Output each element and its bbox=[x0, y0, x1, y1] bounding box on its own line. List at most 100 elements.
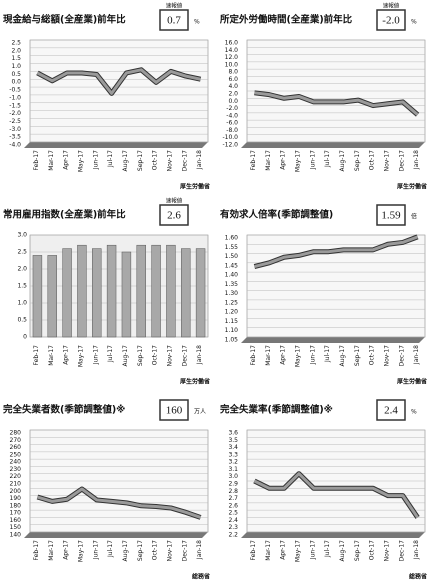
y-tick-label: 250 bbox=[10, 451, 22, 458]
y-tick-label: 1.20 bbox=[225, 309, 239, 316]
x-tick-label: Feb-17 bbox=[250, 150, 257, 171]
y-tick-label: -3.0 bbox=[9, 126, 21, 133]
x-tick-label: May-17 bbox=[77, 345, 84, 367]
y-tick-label: -1.5 bbox=[9, 102, 21, 109]
y-tick-label: 160 bbox=[10, 517, 22, 524]
y-tick-label: 2.9 bbox=[228, 481, 238, 488]
x-tick-label: Dec-17 bbox=[181, 540, 188, 562]
y-tick-label: 3.1 bbox=[228, 466, 238, 473]
bar bbox=[47, 255, 57, 338]
y-tick-label: 3.4 bbox=[228, 444, 238, 451]
unit: % bbox=[411, 409, 417, 416]
bar bbox=[32, 255, 43, 338]
x-tick-label: Jul-17 bbox=[324, 150, 331, 168]
y-tick-label: 3.0 bbox=[17, 232, 27, 239]
y-tick-label: -2.0 bbox=[226, 105, 238, 112]
y-tick-label: 1.50 bbox=[225, 253, 239, 260]
y-tick-label: -6.0 bbox=[226, 120, 238, 127]
y-tick-label: 3.2 bbox=[228, 459, 238, 466]
x-tick-label: Jan-18 bbox=[413, 150, 420, 170]
x-tick-label: Mar-17 bbox=[48, 150, 55, 171]
x-tick-label: Jul-17 bbox=[324, 345, 331, 363]
y-tick-label: -4.0 bbox=[9, 142, 21, 149]
x-tick-label: Aug-17 bbox=[339, 540, 346, 562]
bar bbox=[77, 244, 87, 338]
x-tick-label: Jun-17 bbox=[92, 345, 99, 365]
y-tick-label: 3.3 bbox=[228, 451, 238, 458]
badge-box bbox=[159, 399, 189, 421]
y-tick-label: 2.3 bbox=[228, 524, 238, 531]
x-tick-label: Jun-17 bbox=[309, 540, 316, 560]
y-tick-label: 8.0 bbox=[228, 69, 238, 76]
y-tick-label: 2.8 bbox=[228, 488, 238, 495]
y-tick-label: 200 bbox=[10, 488, 22, 495]
badge-box bbox=[376, 399, 406, 421]
line bbox=[36, 487, 202, 519]
x-tick-label: Apr-17 bbox=[63, 345, 70, 365]
y-tick-label: 10.0 bbox=[225, 61, 239, 68]
unit: 万人 bbox=[194, 409, 206, 416]
x-tick-label: Nov-17 bbox=[383, 345, 390, 367]
x-tick-label: Mar-17 bbox=[265, 540, 272, 561]
y-tick-label: 1.35 bbox=[225, 281, 239, 288]
y-tick-label: 3.5 bbox=[228, 437, 238, 444]
x-tick-label: Feb-17 bbox=[33, 345, 40, 366]
y-tick-label: 1.10 bbox=[225, 327, 239, 334]
y-tick-label: 190 bbox=[10, 495, 22, 502]
x-tick-label: Jul-17 bbox=[324, 540, 331, 558]
x-tick-label: Sep-17 bbox=[354, 540, 361, 561]
source: 厚生労働省 bbox=[180, 378, 210, 386]
y-tick-label: 2.2 bbox=[228, 532, 238, 539]
x-tick-label: Dec-17 bbox=[398, 540, 405, 562]
bar bbox=[92, 248, 102, 338]
x-tick-label: Nov-17 bbox=[166, 540, 173, 562]
line bbox=[254, 91, 419, 116]
plot-back bbox=[29, 39, 209, 143]
y-tick-label: 2.6 bbox=[228, 502, 238, 509]
badge-box bbox=[159, 204, 189, 226]
x-tick-label: Sep-17 bbox=[354, 345, 361, 366]
x-tick-label: Nov-17 bbox=[166, 345, 173, 367]
x-tick-label: Mar-17 bbox=[48, 540, 55, 561]
latest-value: 160 bbox=[166, 405, 183, 417]
unit: % bbox=[194, 19, 200, 26]
x-tick-label: Oct-17 bbox=[369, 540, 376, 560]
x-tick-label: Mar-17 bbox=[265, 345, 272, 366]
x-tick-label: Apr-17 bbox=[280, 345, 287, 365]
y-tick-label: 140 bbox=[10, 532, 22, 539]
y-tick-label: -12.0 bbox=[222, 142, 238, 149]
y-tick-label: 1.0 bbox=[11, 63, 21, 70]
y-tick-label: 16.0 bbox=[225, 40, 239, 47]
y-tick-label: 0.0 bbox=[11, 79, 21, 86]
bar bbox=[151, 244, 161, 338]
y-tick-label: -2.0 bbox=[9, 110, 21, 117]
y-tick-label: 6.0 bbox=[228, 76, 238, 83]
y-tick-label: 170 bbox=[10, 510, 22, 517]
badge-caption: 速報値 bbox=[166, 197, 183, 205]
y-tick-label: 240 bbox=[10, 459, 22, 466]
y-tick-label: 2.0 bbox=[17, 266, 27, 273]
y-tick-label: 1.5 bbox=[17, 283, 27, 290]
badge-box bbox=[159, 9, 189, 31]
x-tick-label: Feb-17 bbox=[33, 540, 40, 561]
y-tick-label: 1.15 bbox=[225, 318, 239, 325]
plot-floor bbox=[241, 532, 425, 538]
x-tick-label: Nov-17 bbox=[383, 150, 390, 172]
x-tick-label: Mar-17 bbox=[265, 150, 272, 171]
badge-box bbox=[376, 9, 406, 31]
line bbox=[36, 68, 201, 95]
y-tick-label: 280 bbox=[10, 430, 22, 437]
source: 総務省 bbox=[409, 573, 427, 581]
panel-title: 所定外労働時間(全産業)前年比 bbox=[220, 14, 353, 26]
x-tick-label: Jul-17 bbox=[107, 150, 114, 168]
x-tick-label: Oct-17 bbox=[152, 540, 159, 560]
x-tick-label: Dec-17 bbox=[398, 150, 405, 172]
y-tick-label: 260 bbox=[10, 444, 22, 451]
x-tick-label: Sep-17 bbox=[137, 150, 144, 171]
y-tick-label: 180 bbox=[10, 502, 22, 509]
y-tick-label: 3.6 bbox=[228, 430, 238, 437]
x-tick-label: Oct-17 bbox=[152, 345, 159, 365]
x-tick-label: Aug-17 bbox=[339, 345, 346, 367]
x-tick-label: Jun-17 bbox=[92, 540, 99, 560]
x-tick-label: Aug-17 bbox=[122, 150, 129, 172]
